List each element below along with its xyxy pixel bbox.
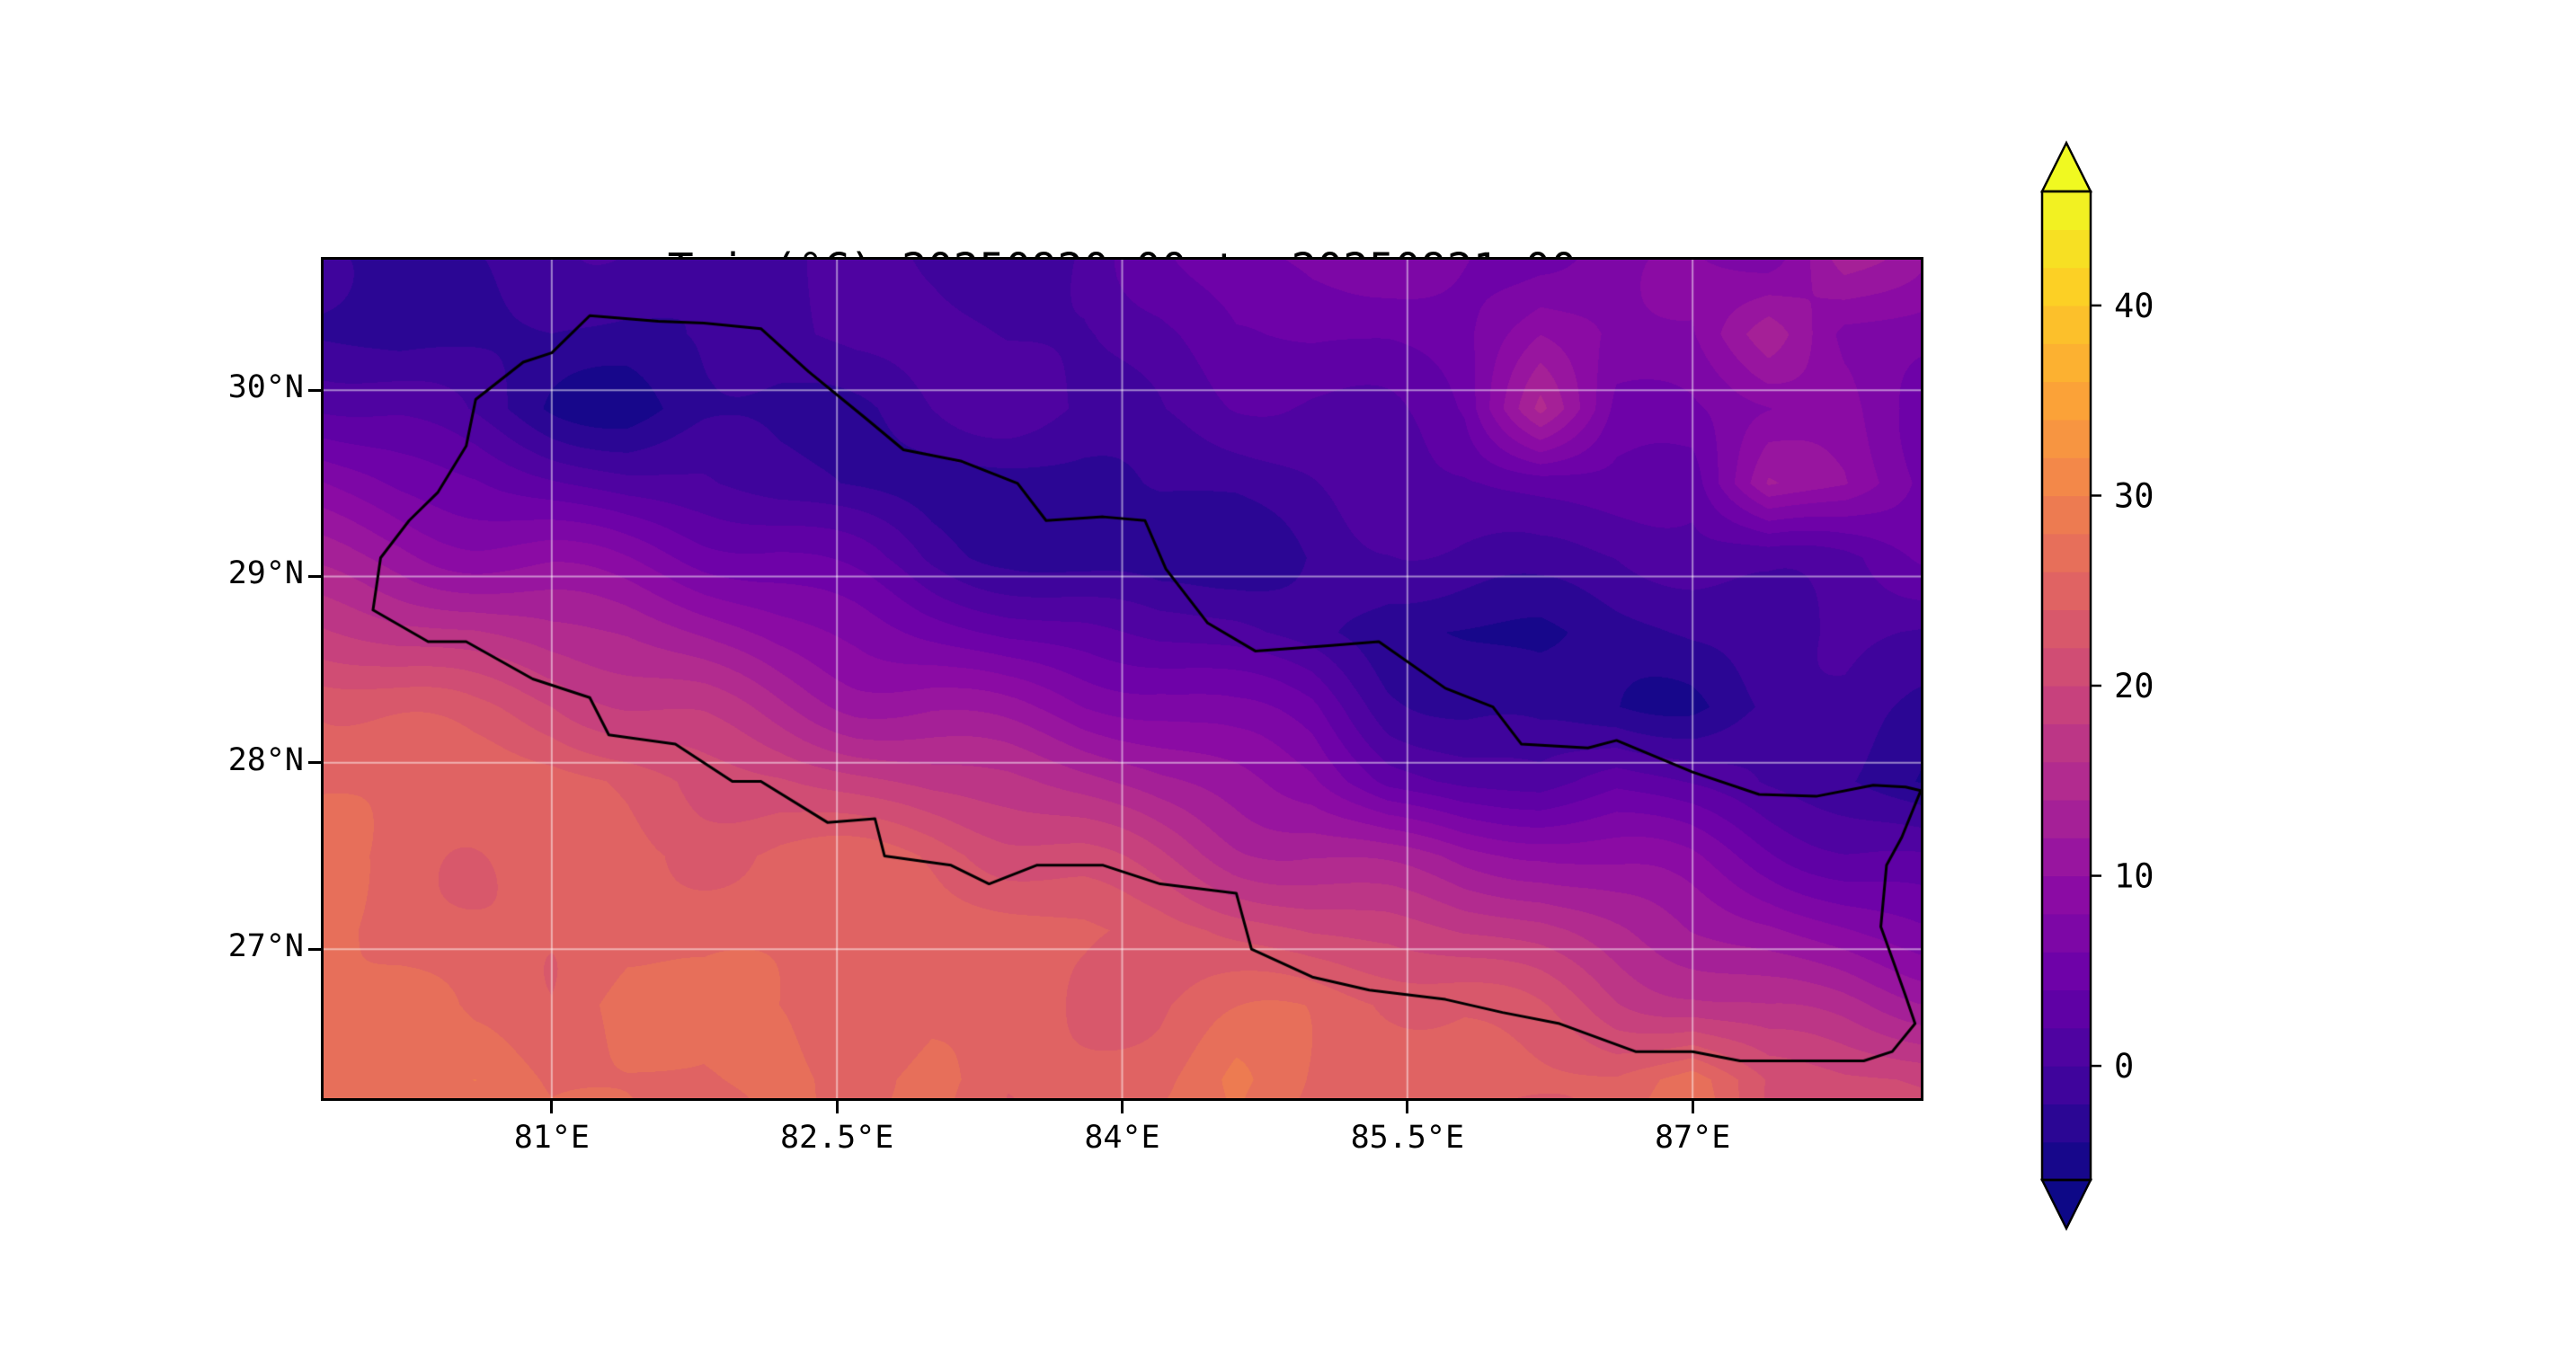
- colorbar-segment: [2042, 838, 2091, 877]
- colorbar-segment: [2042, 343, 2091, 383]
- colorbar-upper-arrow: [2039, 140, 2093, 193]
- y-tick-mark: [308, 947, 321, 951]
- colorbar: 0 10 20 30 40: [2033, 125, 2231, 1288]
- colorbar-segment: [2042, 799, 2091, 838]
- x-tick-mark: [550, 1101, 554, 1113]
- colorbar-segment: [2042, 572, 2091, 610]
- x-tick-label: 87°E: [1654, 1120, 1731, 1156]
- colorbar-segment: [2042, 686, 2091, 724]
- colorbar-segment: [2042, 267, 2091, 306]
- colorbar-segment: [2042, 723, 2091, 763]
- colorbar-segment: [2042, 1104, 2091, 1143]
- colorbar-segment: [2042, 419, 2091, 458]
- colorbar-lower-arrow: [2039, 1178, 2093, 1231]
- y-tick-label: 27°N: [227, 928, 304, 965]
- colorbar-segment: [2042, 875, 2091, 915]
- colorbar-segment: [2042, 761, 2091, 801]
- colorbar-tick-label: 40: [2114, 287, 2154, 325]
- temperature-map-canvas: [324, 260, 1921, 1098]
- colorbar-svg: 0 10 20 30 40: [2039, 140, 2154, 1231]
- colorbar-segment: [2042, 952, 2091, 991]
- x-tick-label: 81°E: [513, 1120, 590, 1156]
- x-tick-mark: [1691, 1101, 1694, 1113]
- x-tick-mark: [1406, 1101, 1409, 1113]
- y-tick-mark: [308, 388, 321, 392]
- colorbar-segment: [2042, 495, 2091, 535]
- colorbar-tick-label: 0: [2114, 1047, 2134, 1086]
- y-tick-mark: [308, 574, 321, 578]
- colorbar-segment: [2042, 533, 2091, 572]
- x-tick-mark: [1121, 1101, 1124, 1113]
- colorbar-segment: [2042, 457, 2091, 497]
- colorbar-segment: [2042, 609, 2091, 649]
- x-tick-label: 84°E: [1084, 1120, 1160, 1156]
- colorbar-segment: [2042, 1066, 2091, 1104]
- colorbar-segment: [2042, 381, 2091, 421]
- colorbar-segment: [2042, 913, 2091, 953]
- y-tick-label: 29°N: [227, 555, 304, 592]
- colorbar-segment: [2042, 191, 2091, 230]
- colorbar-segment: [2042, 305, 2091, 344]
- colorbar-segment: [2042, 1027, 2091, 1067]
- y-tick-mark: [308, 761, 321, 765]
- x-tick-label: 82.5°E: [779, 1120, 894, 1156]
- colorbar-tick-label: 20: [2114, 667, 2154, 705]
- colorbar-segment: [2042, 1141, 2091, 1181]
- x-tick-mark: [835, 1101, 839, 1113]
- colorbar-segment: [2042, 989, 2091, 1029]
- colorbar-segment: [2042, 229, 2091, 269]
- colorbar-segment: [2042, 647, 2091, 687]
- y-tick-label: 28°N: [227, 741, 304, 778]
- y-tick-label: 30°N: [227, 369, 304, 406]
- colorbar-tick-label: 10: [2114, 857, 2154, 896]
- colorbar-tick-label: 30: [2114, 476, 2154, 515]
- x-tick-label: 85.5°E: [1350, 1120, 1465, 1156]
